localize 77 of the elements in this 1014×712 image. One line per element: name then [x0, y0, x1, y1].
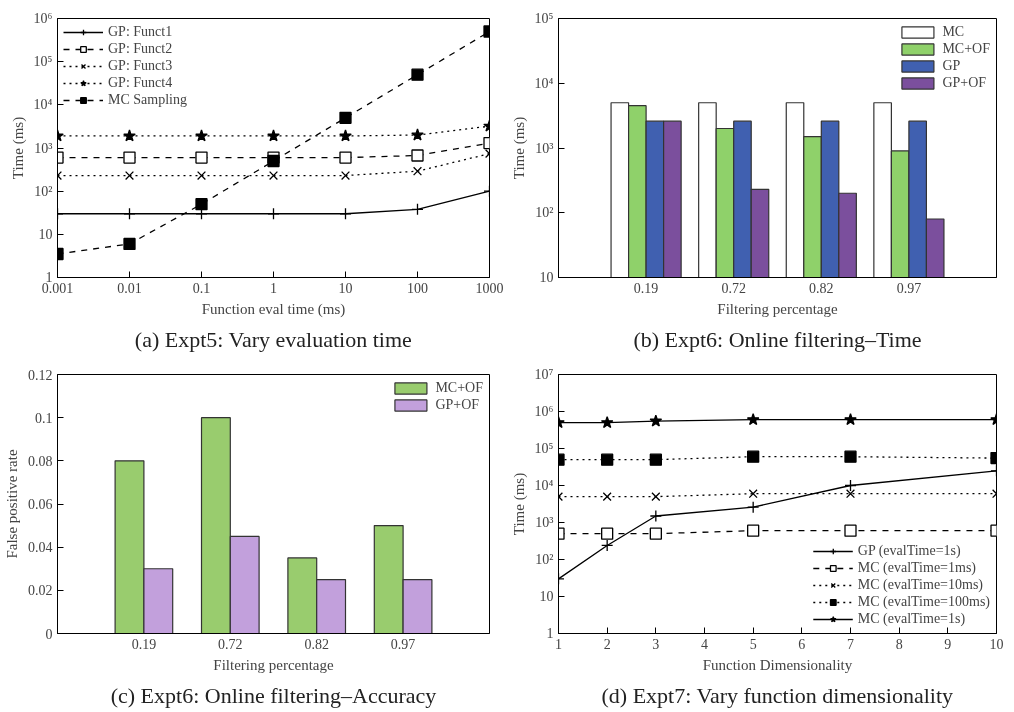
- text: (b) Expt6: Online filtering–Time: [633, 326, 922, 352]
- y-tick-label: 0.04: [28, 540, 53, 556]
- y-tick-label: 0.1: [35, 410, 53, 426]
- x-tick-label: 7: [847, 636, 854, 652]
- y-tick-label: 10⁴: [534, 75, 554, 91]
- x-tick-label: 10: [338, 280, 353, 296]
- x-tick-label: 0.72: [218, 636, 243, 652]
- x-axis-title: Filtering percentage: [213, 656, 335, 673]
- x-tick-label: 0.97: [896, 280, 922, 296]
- y-tick-label: 10⁴: [534, 478, 554, 493]
- x-tick-label: 0.01: [117, 280, 142, 296]
- x-tick-label: 3: [652, 636, 660, 652]
- legend-label: GP+OF: [942, 75, 987, 91]
- x-tick-label: 0.82: [809, 280, 834, 296]
- legend-label: GP: Funct2: [108, 41, 173, 57]
- y-tick-label: 0.12: [28, 367, 53, 383]
- y-axis-title: False positive rate: [4, 449, 20, 559]
- y-tick-label: 0: [45, 626, 53, 642]
- y-tick-label: 10³: [34, 140, 53, 156]
- x-tick-label: 1000: [475, 280, 504, 296]
- y-tick-label: 0.02: [28, 583, 53, 599]
- y-tick-label: 0.06: [28, 497, 53, 512]
- legend-label: MC (evalTime=1ms): [857, 560, 976, 576]
- x-axis-title: Function Dimensionality: [702, 656, 853, 673]
- x-tick-label: 2: [603, 636, 611, 652]
- y-tick-label: 1: [546, 626, 554, 641]
- y-tick-label: 10⁶: [534, 404, 554, 419]
- legend-label: GP: [942, 58, 962, 74]
- text: (d) Expt7: Vary function dimensionality: [601, 682, 954, 708]
- y-tick-label: 10³: [535, 140, 554, 156]
- text: (a) Expt5: Vary evaluation time: [134, 326, 412, 352]
- legend-label: GP: Funct4: [108, 75, 173, 91]
- legend-label: MC+OF: [435, 380, 483, 396]
- text: (c) Expt6: Online filtering–Accuracy: [110, 682, 437, 708]
- y-tick-label: 10⁵: [534, 11, 554, 26]
- x-tick-label: 0.97: [390, 636, 416, 652]
- legend-label: GP: Funct1: [108, 24, 173, 40]
- legend-label: MC (evalTime=10ms): [857, 577, 983, 593]
- legend-label: GP (evalTime=1s): [857, 543, 961, 559]
- y-tick-label: 10²: [34, 183, 53, 199]
- y-tick-label: 10: [539, 270, 554, 285]
- x-tick-label: 10: [989, 636, 1004, 652]
- legend-label: MC: [942, 24, 965, 40]
- legend-label: MC Sampling: [108, 92, 187, 108]
- y-tick-label: 10⁴: [33, 97, 53, 113]
- x-tick-label: 6: [798, 636, 806, 652]
- x-tick-label: 100: [407, 280, 428, 296]
- x-tick-label: 0.1: [192, 280, 211, 296]
- y-tick-label: 10⁵: [534, 441, 554, 456]
- y-tick-label: 10²: [535, 205, 554, 221]
- y-tick-label: 10⁷: [534, 367, 554, 382]
- x-tick-label: 0.19: [633, 280, 659, 296]
- legend-label: MC+OF: [942, 41, 990, 57]
- x-axis-title: Filtering percentage: [717, 300, 839, 317]
- y-tick-label: 10³: [535, 515, 554, 530]
- x-tick-label: 5: [749, 636, 757, 652]
- legend-label: GP: Funct3: [108, 58, 173, 74]
- x-tick-label: 0.19: [131, 636, 157, 652]
- y-axis-title: Time (ms): [9, 116, 27, 180]
- y-tick-label: 0.08: [28, 453, 53, 469]
- y-axis-title: Time (ms): [510, 116, 528, 180]
- legend-label: GP+OF: [435, 397, 480, 413]
- y-tick-label: 10⁶: [33, 11, 53, 26]
- y-tick-label: 10: [38, 226, 53, 242]
- y-tick-label: 10: [539, 589, 554, 604]
- x-axis-title: Function eval time (ms): [201, 300, 346, 318]
- legend-label: MC (evalTime=1s): [857, 611, 966, 627]
- y-tick-label: 10⁵: [33, 54, 53, 70]
- x-tick-label: 0.72: [721, 280, 746, 296]
- legend-label: MC (evalTime=100ms): [857, 594, 990, 610]
- x-tick-label: 4: [701, 636, 708, 652]
- x-tick-label: 9: [944, 636, 952, 652]
- x-tick-label: 1: [270, 280, 277, 296]
- y-axis-title: Time (ms): [510, 472, 528, 536]
- x-tick-label: 0.82: [304, 636, 329, 652]
- y-tick-label: 10²: [535, 552, 554, 567]
- x-tick-label: 8: [895, 636, 903, 652]
